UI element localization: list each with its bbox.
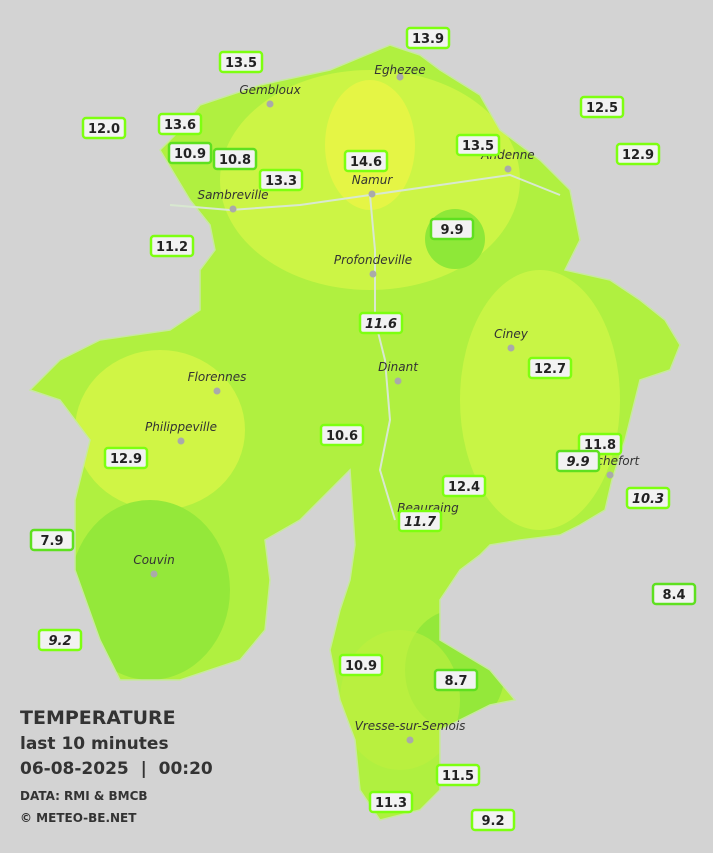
legend-subtitle: last 10 minutes: [20, 734, 169, 754]
station-box: [358, 311, 404, 335]
town-dot: [213, 387, 221, 395]
station-value: 7.9: [40, 534, 63, 549]
town-dot: [229, 205, 237, 213]
station-value: 12.7: [534, 362, 566, 377]
station-value: 13.5: [225, 56, 257, 71]
town-label: Profondeville: [334, 253, 412, 267]
station-box: [615, 142, 661, 166]
station-value: 10.9: [345, 659, 377, 674]
station-box: [625, 486, 671, 510]
town-dot: [396, 73, 404, 81]
station-value: 8.7: [444, 674, 467, 689]
station-box: [212, 147, 258, 171]
station-box: [441, 474, 487, 498]
town-label: Vresse-sur-Semois: [355, 719, 466, 733]
station-box: [435, 763, 481, 787]
station-value: 10.6: [326, 429, 358, 444]
station-value: 11.5: [442, 769, 474, 784]
town-label: Eghezee: [374, 63, 425, 77]
station-value: 12.9: [622, 148, 654, 163]
station-value: 11.7: [404, 515, 437, 530]
station-value: 13.6: [164, 118, 196, 133]
station-value: 10.8: [219, 153, 251, 168]
station-value: 13.3: [265, 174, 297, 189]
station-value: 12.0: [88, 122, 120, 137]
station-box: [405, 26, 451, 50]
station-box: [338, 653, 384, 677]
station-box: [258, 168, 304, 192]
station-value: 14.6: [350, 155, 382, 170]
station-box: [103, 446, 149, 470]
town-dot: [266, 100, 274, 108]
station-value: 11.2: [156, 240, 188, 255]
town-label: Ciney: [494, 327, 529, 341]
town-dot: [507, 344, 515, 352]
station-box: [149, 234, 195, 258]
station-value: 11.6: [365, 317, 397, 332]
town-label: Dinant: [378, 360, 419, 374]
province-border: [28, 44, 681, 821]
station-box: [37, 628, 83, 652]
legend-datetime: 06-08-2025 | 00:20: [20, 759, 213, 779]
station-value: 13.9: [412, 32, 444, 47]
station-value: 9.9: [440, 223, 463, 238]
station-box: [29, 528, 75, 552]
station-box: [433, 668, 479, 692]
legend-source: DATA: RMI & BMCB: [20, 789, 148, 803]
station-value: 12.5: [586, 101, 618, 116]
town-dot: [177, 437, 185, 445]
station-value: 12.9: [110, 452, 142, 467]
town-label: Gembloux: [239, 83, 301, 97]
station-value: 10.3: [632, 492, 664, 507]
station-box: [368, 790, 414, 814]
station-box: [81, 116, 127, 140]
station-box: [527, 356, 573, 380]
town-dot: [369, 270, 377, 278]
station-value: 9.2: [481, 814, 504, 829]
station-value: 12.4: [448, 480, 480, 495]
town-dot: [504, 165, 512, 173]
legend-title: TEMPERATURE: [20, 707, 176, 729]
station-box: [343, 149, 389, 173]
station-value: 11.3: [375, 796, 407, 811]
town-label: Florennes: [188, 370, 247, 384]
town-label: Namur: [352, 173, 394, 187]
station-value: 13.5: [462, 139, 494, 154]
station-value: 11.8: [584, 438, 616, 453]
station-box: [167, 141, 213, 165]
town-dot: [606, 471, 614, 479]
station-box: [579, 95, 625, 119]
town-dot: [150, 570, 158, 578]
station-box: [651, 582, 697, 606]
station-box: [319, 423, 365, 447]
town-dot: [368, 190, 376, 198]
station-value: 9.2: [48, 634, 71, 649]
station-box: [397, 509, 443, 533]
station-value: 10.9: [174, 147, 206, 162]
town-label: Philippeville: [145, 420, 217, 434]
town-label: Couvin: [133, 553, 174, 567]
town-dot: [394, 377, 402, 385]
station-value: 8.4: [662, 588, 685, 603]
station-box: [555, 449, 601, 473]
town-dot: [406, 736, 414, 744]
station-box: [455, 133, 501, 157]
station-box: [470, 808, 516, 832]
river: [369, 194, 396, 521]
station-box: [429, 217, 475, 241]
town-label: Sambreville: [197, 188, 268, 202]
station-box: [157, 112, 203, 136]
legend-copyright: © METEO-BE.NET: [20, 811, 137, 825]
station-value: 9.9: [566, 455, 589, 470]
station-box: [218, 50, 264, 74]
